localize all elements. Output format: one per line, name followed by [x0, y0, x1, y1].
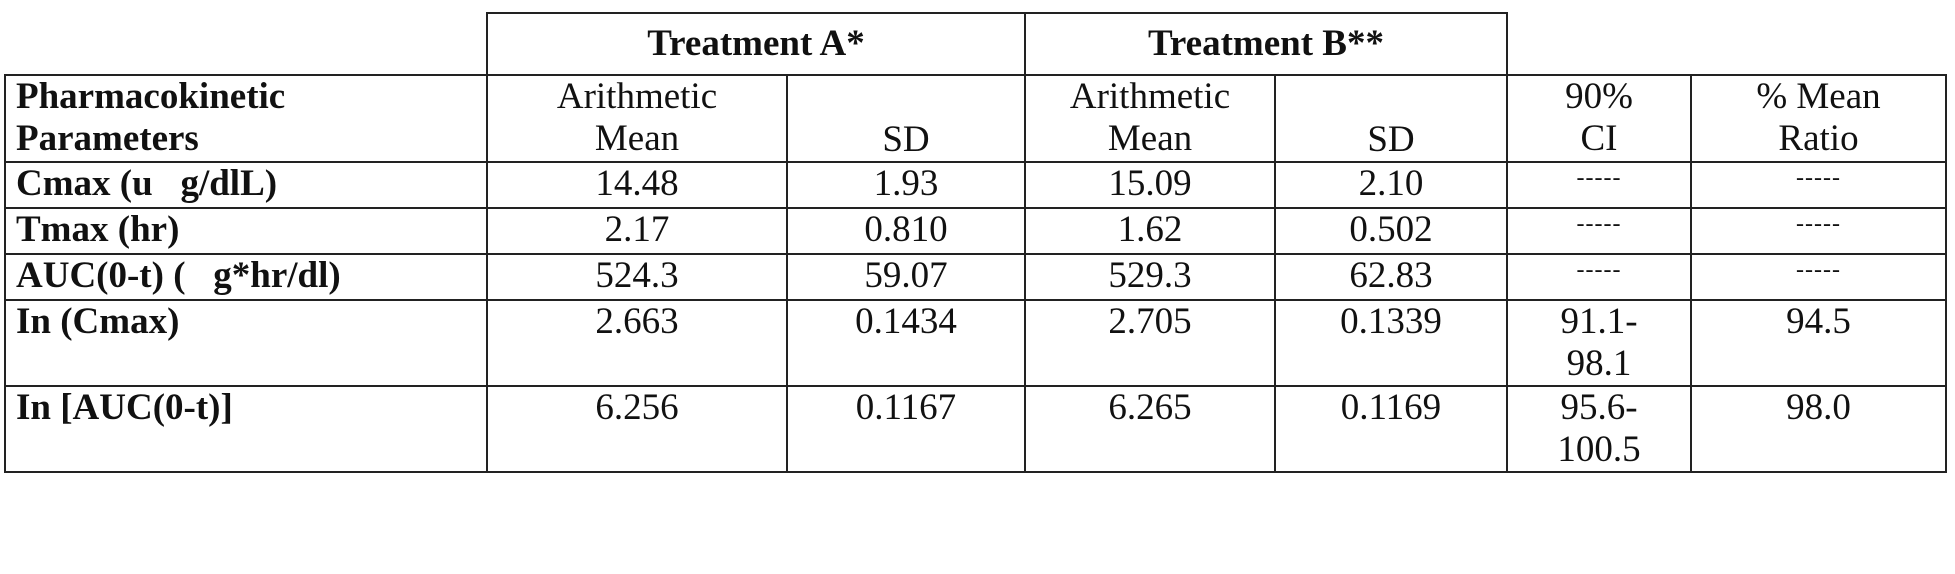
treatment-b-header: Treatment B** — [1025, 13, 1507, 75]
ci-value: ----- — [1577, 255, 1622, 285]
table-row: AUC(0-t) ( g*hr/dl) 524.3 59.07 529.3 62… — [5, 254, 1946, 300]
table-row: Tmax (hr) 2.17 0.810 1.62 0.502 ----- --… — [5, 208, 1946, 254]
ratio-cell: 94.5 — [1691, 300, 1946, 386]
empty-header-cell — [1507, 13, 1946, 75]
ratio-cell: 98.0 — [1691, 386, 1946, 472]
param-cell: Tmax (hr) — [5, 208, 487, 254]
ci-value: ----- — [1577, 163, 1622, 193]
ratio-cell: ----- — [1691, 162, 1946, 208]
a-sd-cell: 59.07 — [787, 254, 1025, 300]
ci-cell: 91.1- 98.1 — [1507, 300, 1691, 386]
ratio-column-header: % Mean Ratio — [1691, 75, 1946, 162]
b-mean-cell: 1.62 — [1025, 208, 1275, 254]
param-header-line-2: Parameters — [16, 118, 486, 160]
ci-cell: ----- — [1507, 254, 1691, 300]
a-sd-cell: 0.1434 — [787, 300, 1025, 386]
b-mean-cell: 2.705 — [1025, 300, 1275, 386]
ratio-header-line-1: % Mean — [1692, 76, 1945, 118]
a-mean-cell: 14.48 — [487, 162, 787, 208]
a-sd-column-header: SD — [787, 75, 1025, 162]
param-header-line-1: Pharmacokinetic — [16, 76, 486, 118]
a-mean-cell: 524.3 — [487, 254, 787, 300]
param-cell: Cmax (u g/dlL) — [5, 162, 487, 208]
param-cell: In (Cmax) — [5, 300, 487, 386]
a-sd-cell: 0.810 — [787, 208, 1025, 254]
b-mean-cell: 15.09 — [1025, 162, 1275, 208]
a-sd-cell: 1.93 — [787, 162, 1025, 208]
b-sd-cell: 0.1339 — [1275, 300, 1507, 386]
ci-value-line-1: 95.6- — [1508, 387, 1690, 429]
a-mean-cell: 2.663 — [487, 300, 787, 386]
ratio-header-line-2: Ratio — [1692, 118, 1945, 160]
ci-cell: 95.6- 100.5 — [1507, 386, 1691, 472]
ci-value-line-1: 91.1- — [1508, 301, 1690, 343]
a-mean-column-header: Arithmetic Mean — [487, 75, 787, 162]
ratio-cell: ----- — [1691, 254, 1946, 300]
pk-parameters-table: Treatment A* Treatment B** Pharmacokinet… — [4, 12, 1947, 473]
param-cell: In [AUC(0-t)] — [5, 386, 487, 472]
param-cell: AUC(0-t) ( g*hr/dl) — [5, 254, 487, 300]
ci-value-line-2: 98.1 — [1508, 343, 1690, 385]
a-mean-cell: 2.17 — [487, 208, 787, 254]
b-sd-cell: 0.1169 — [1275, 386, 1507, 472]
ci-value: ----- — [1577, 209, 1622, 239]
b-sd-column-header: SD — [1275, 75, 1507, 162]
ratio-cell: ----- — [1691, 208, 1946, 254]
ratio-value: ----- — [1796, 209, 1841, 239]
table-row: Cmax (u g/dlL) 14.48 1.93 15.09 2.10 ---… — [5, 162, 1946, 208]
empty-corner-cell — [5, 13, 487, 75]
b-mean-header-line-1: Arithmetic — [1026, 76, 1274, 118]
ratio-value: ----- — [1796, 255, 1841, 285]
ratio-value: ----- — [1796, 163, 1841, 193]
a-mean-header-line-1: Arithmetic — [488, 76, 786, 118]
table-row: In [AUC(0-t)] 6.256 0.1167 6.265 0.1169 … — [5, 386, 1946, 472]
treatment-a-header: Treatment A* — [487, 13, 1025, 75]
column-header-row: Pharmacokinetic Parameters Arithmetic Me… — [5, 75, 1946, 162]
group-header-row: Treatment A* Treatment B** — [5, 13, 1946, 75]
b-mean-cell: 529.3 — [1025, 254, 1275, 300]
b-sd-cell: 0.502 — [1275, 208, 1507, 254]
table-row: In (Cmax) 2.663 0.1434 2.705 0.1339 91.1… — [5, 300, 1946, 386]
ci-value-line-2: 100.5 — [1508, 429, 1690, 471]
a-sd-cell: 0.1167 — [787, 386, 1025, 472]
ci-column-header: 90% CI — [1507, 75, 1691, 162]
ci-header-line-1: 90% — [1508, 76, 1690, 118]
b-sd-cell: 62.83 — [1275, 254, 1507, 300]
ci-header-line-2: CI — [1508, 118, 1690, 160]
a-mean-header-line-2: Mean — [488, 118, 786, 160]
a-mean-cell: 6.256 — [487, 386, 787, 472]
ci-cell: ----- — [1507, 208, 1691, 254]
ci-cell: ----- — [1507, 162, 1691, 208]
b-mean-column-header: Arithmetic Mean — [1025, 75, 1275, 162]
b-mean-cell: 6.265 — [1025, 386, 1275, 472]
param-column-header: Pharmacokinetic Parameters — [5, 75, 487, 162]
b-mean-header-line-2: Mean — [1026, 118, 1274, 160]
b-sd-cell: 2.10 — [1275, 162, 1507, 208]
